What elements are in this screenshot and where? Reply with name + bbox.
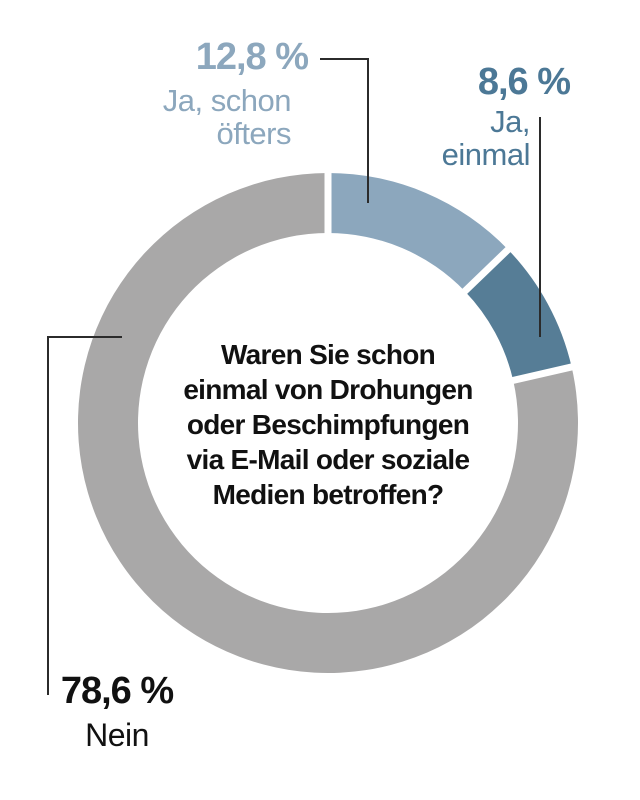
callout-nein: 78,6 % Nein (52, 672, 182, 752)
callout-ja-schon-oefters-label-line2: öfters (216, 116, 291, 151)
callout-ja-schon-oefters-percent: 12,8 % (195, 36, 309, 78)
callout-nein-percent: 78,6 % (60, 670, 174, 712)
callout-nein-label: Nein (85, 717, 149, 753)
chart-question-line3: oder Beschimpfungen (186, 409, 470, 440)
chart-question-line5: Medien betroffen? (212, 479, 444, 510)
leader-nein (47, 336, 122, 695)
callout-ja-einmal-label: Ja, einmal (441, 104, 531, 172)
callout-ja-einmal-label-line1: Ja, (490, 104, 530, 139)
callout-ja-einmal-percent: 8,6 % (477, 61, 571, 103)
donut-segment-ja-schon-oefters (328, 173, 509, 292)
chart-question-line4: via E-Mail oder soziale (186, 444, 470, 475)
segment-separator (506, 362, 577, 386)
leader-ja-schon-oefters (320, 58, 369, 203)
chart-question-line2: einmal von Drohungen (183, 374, 473, 405)
chart-question-line1: Waren Sie schon (220, 339, 436, 370)
callout-ja-schon-oefters-label-line1: Ja, schon (162, 83, 292, 118)
donut-segment-ja-einmal (464, 249, 572, 381)
chart-question: Waren Sie schon einmal von Drohungen ode… (158, 337, 498, 512)
callout-ja-einmal-label-line2: einmal (441, 137, 531, 172)
segment-separator (458, 244, 514, 298)
callout-ja-schon-oefters-label: Ja, schon öfters (162, 83, 292, 151)
